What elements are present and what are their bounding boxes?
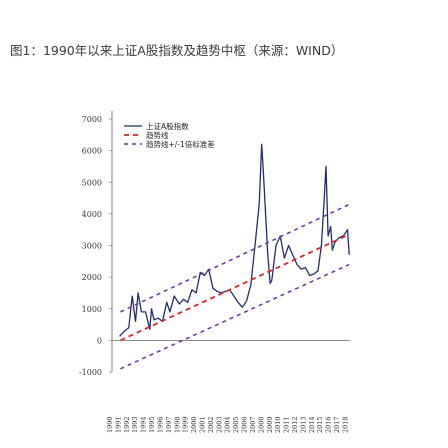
x-tick-label: 2009 [266,416,274,433]
series-line-trend [120,233,350,342]
y-tick-label: 2000 [82,273,102,282]
x-tick-label: 2002 [207,416,215,433]
x-tick-label: 1993 [131,416,139,433]
x-tick-label: 2012 [291,416,299,433]
series-line-index [119,143,350,337]
series-line-band [120,263,350,370]
y-tick-label: 0 [97,336,102,345]
x-tick-label: 2011 [283,416,291,433]
x-tick-label: 2008 [257,416,265,433]
x-tick-label: 2010 [274,416,282,433]
x-tick-label: 1990 [106,416,114,433]
x-tick-label: 1995 [148,416,156,433]
x-tick-label: 2018 [341,416,349,433]
y-tick-label: -1000 [79,368,102,377]
x-tick-label: 1991 [114,416,122,433]
x-tick-label: 2013 [299,416,307,433]
y-tick-label: 1000 [82,305,102,314]
x-tick-label: 2001 [199,416,207,433]
x-tick-label: 1998 [173,416,181,433]
x-tick-label: 1996 [156,416,164,433]
x-tick-label: 2014 [308,416,316,433]
x-tick-label: 2017 [333,416,341,433]
y-tick-label: 4000 [82,210,102,219]
legend-label: 趋势线+/-1倍标准差 [146,139,215,149]
x-tick-label: 2016 [325,416,333,433]
x-tick-label: 2004 [224,416,232,433]
x-tick-label: 1997 [165,416,173,433]
x-tick-label: 2003 [215,416,223,433]
y-tick-label: 7000 [82,115,102,124]
x-tick-label: 1994 [140,416,148,433]
x-tick-label: 2015 [316,416,324,433]
x-tick-label: 2005 [232,416,240,433]
x-tick-label: 2007 [249,416,257,433]
x-tick-label: 1999 [182,416,190,433]
y-tick-label: 6000 [82,147,102,156]
x-tick-label: 2006 [241,416,249,433]
y-tick-label: 3000 [82,242,102,251]
legend-label: 趋势线 [146,130,169,140]
figure-title: 图1：1990年以来上证A股指数及趋势中枢（来源：WIND） [10,43,344,58]
series-line-band [120,203,350,313]
y-tick-label: 5000 [82,178,102,187]
x-tick-label: 2000 [190,416,198,433]
x-tick-label: 1992 [123,416,131,433]
legend-label: 上证A股指数 [146,121,189,131]
